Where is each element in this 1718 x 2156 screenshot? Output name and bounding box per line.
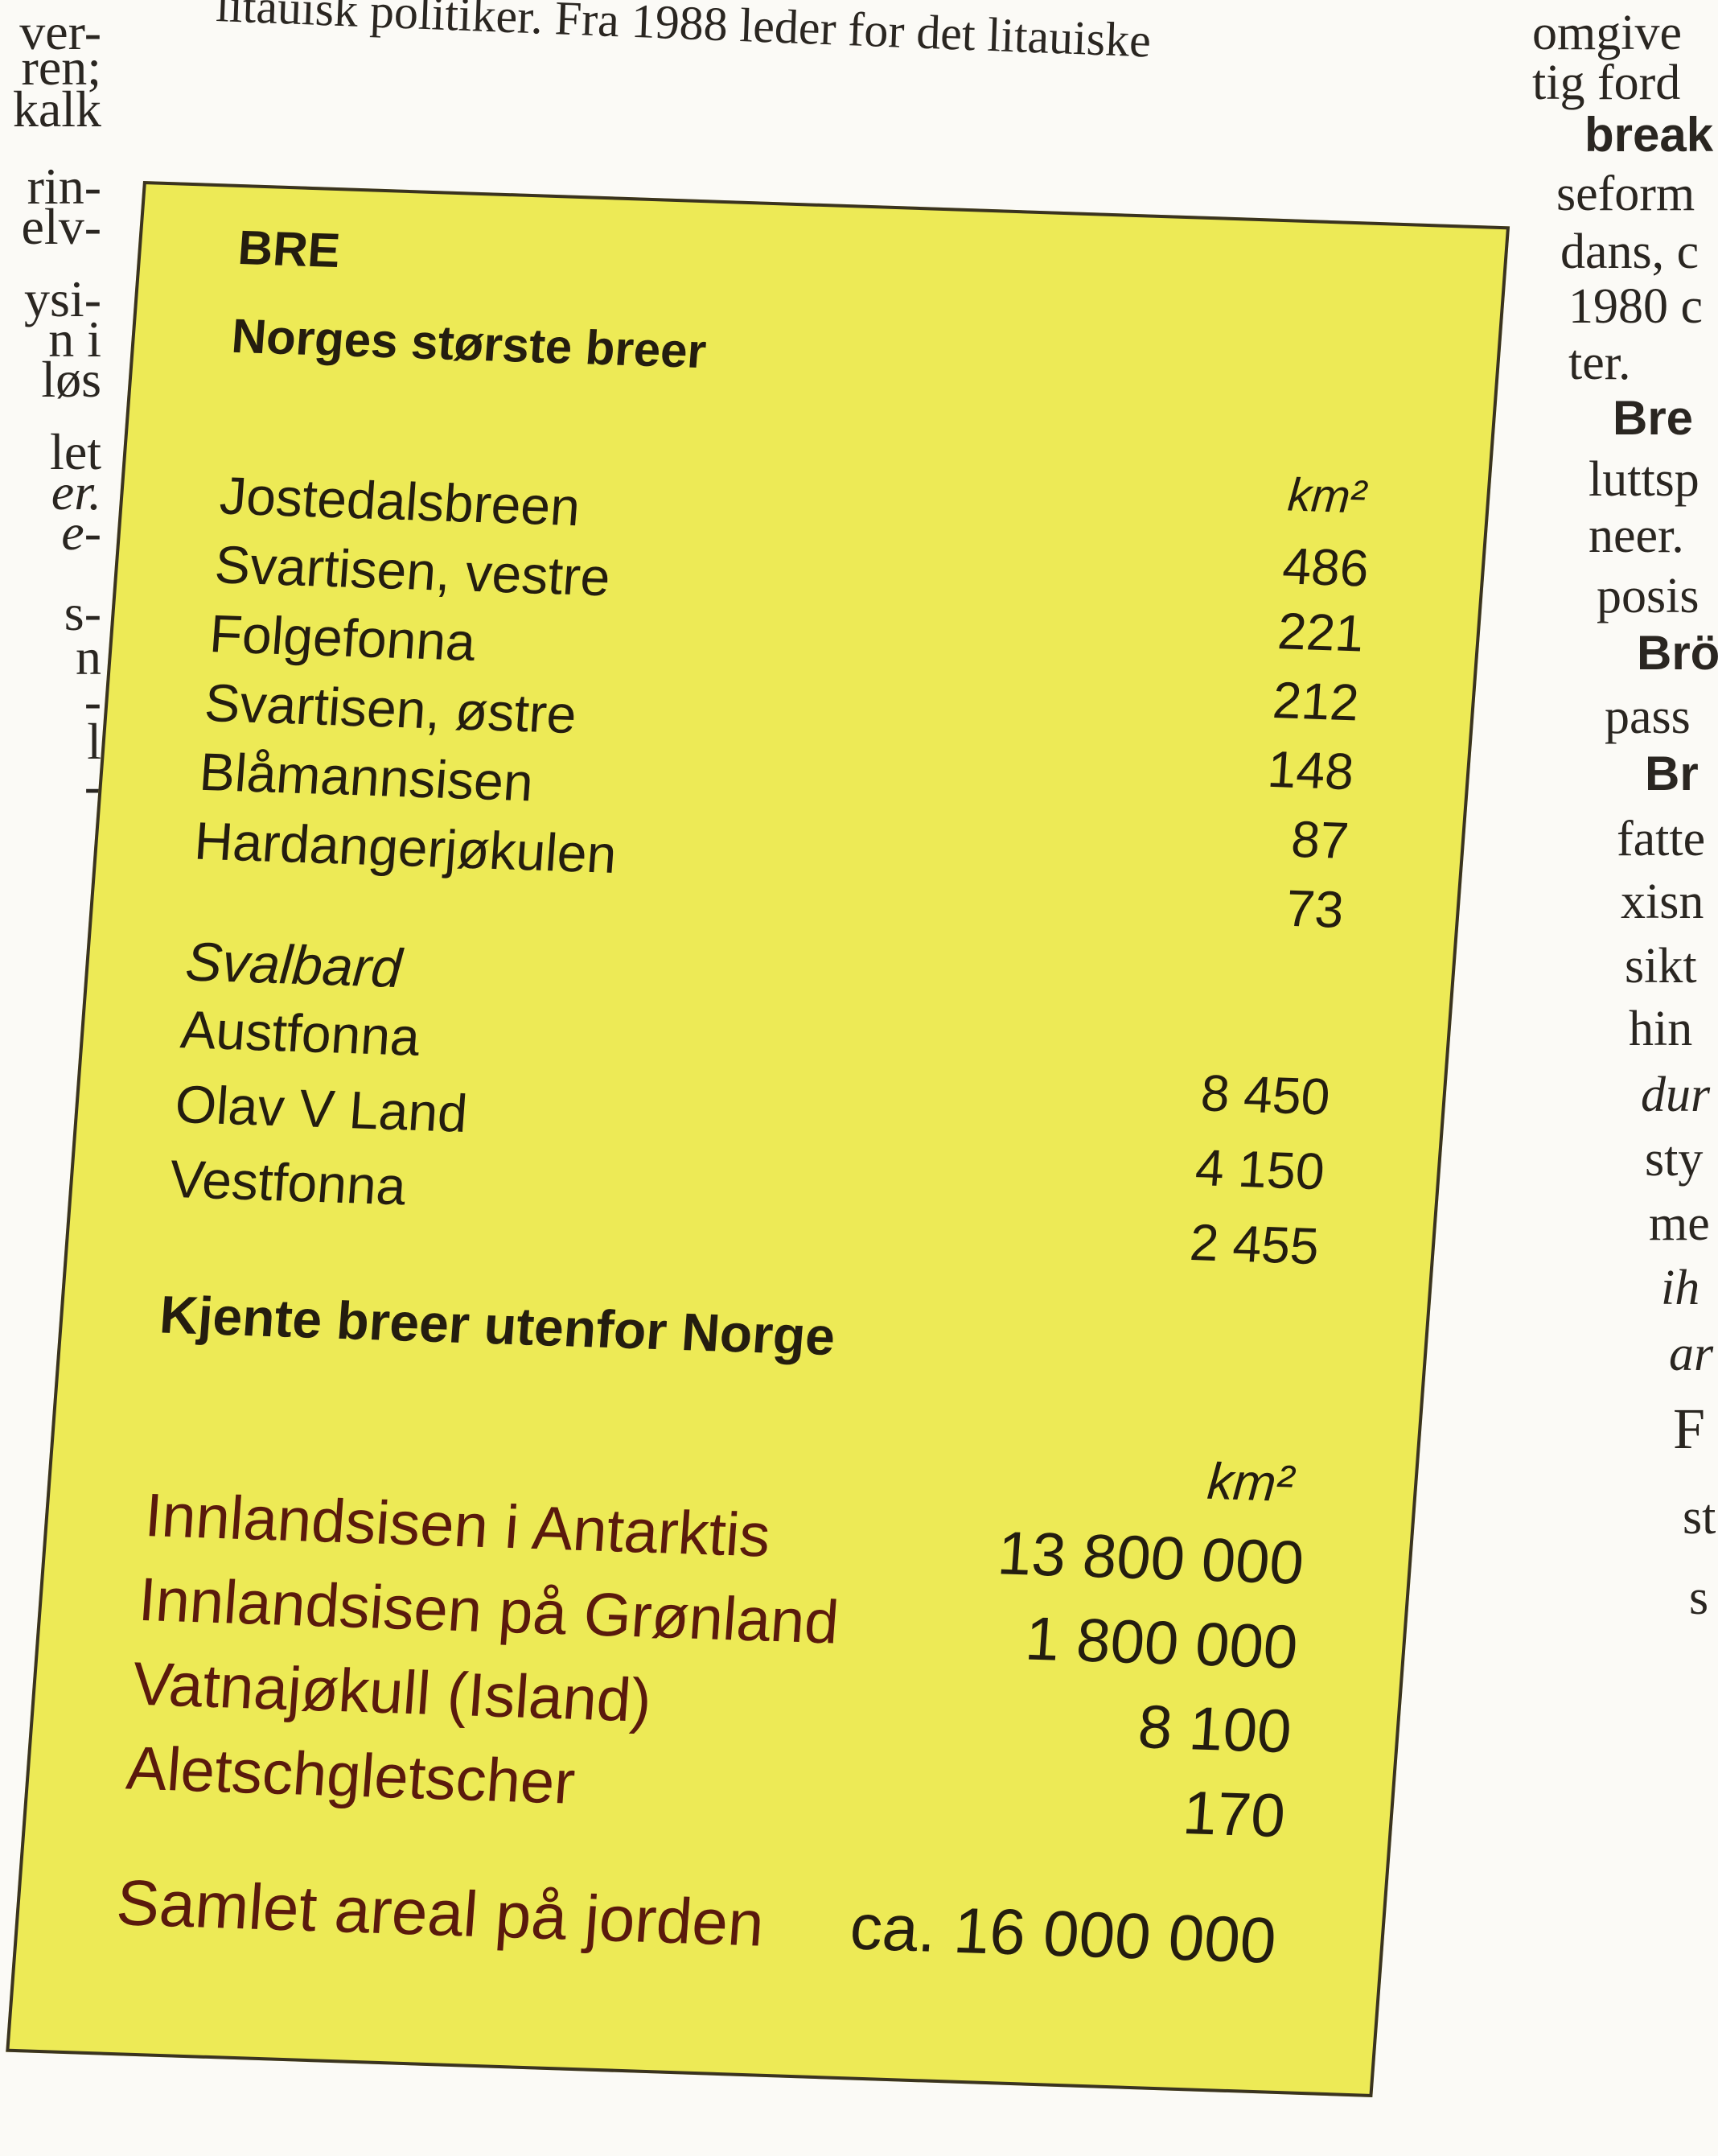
glacier-name: Vestfonna	[167, 1148, 409, 1216]
glacier-name: Folgefonna	[208, 603, 478, 672]
right-fragment: luttsp	[1589, 452, 1700, 507]
glacier-area: 13 800 000	[995, 1519, 1306, 1598]
glacier-area: 8 100	[1136, 1693, 1294, 1767]
right-fragment: me	[1649, 1196, 1710, 1251]
right-fragment: ih	[1661, 1261, 1700, 1315]
left-fragment: løs	[41, 351, 101, 408]
right-fragment: st	[1683, 1490, 1716, 1545]
right-fragment: pass	[1605, 689, 1691, 744]
glacier-name: Innlandsisen i Antarktis	[142, 1481, 773, 1570]
glacier-name: Austfonna	[179, 999, 422, 1067]
glacier-name: Olav V Land	[173, 1074, 470, 1143]
glacier-fact-box: BRE Norges største breer km² Jostedalsbr…	[6, 181, 1510, 2097]
left-fragment: -	[84, 673, 101, 730]
left-fragment: l	[87, 713, 101, 770]
norway-heading: Norges største breer	[229, 308, 709, 379]
glacier-name: Jostedalsbreen	[217, 465, 582, 537]
top-text-line: litauisk politiker. Fra 1988 leder for d…	[215, 0, 1153, 68]
glacier-area: 73	[1284, 878, 1346, 939]
right-fragment: F	[1673, 1397, 1706, 1461]
right-fragment: break	[1584, 108, 1714, 162]
left-fragment: kalk	[12, 80, 101, 138]
glacier-name: Aletschgletscher	[124, 1734, 577, 1817]
glacier-name: Hardangerjøkulen	[192, 810, 619, 884]
glacier-name: Blåmannsisen	[197, 741, 536, 813]
right-fragment: Br	[1645, 747, 1699, 800]
right-fragment: seform	[1556, 167, 1695, 221]
left-fragment: s-	[64, 584, 101, 641]
right-fragment: 1980 c	[1568, 279, 1704, 334]
left-fragment: elv-	[21, 198, 102, 255]
left-fragment: er.	[51, 463, 101, 520]
svalbard-label: Svalbard	[183, 931, 405, 1000]
right-fragment: neer.	[1589, 508, 1684, 563]
left-fragment: n	[76, 628, 101, 685]
right-fragment: ar	[1669, 1327, 1714, 1381]
glacier-area: 2 455	[1187, 1212, 1321, 1276]
total-label: Samlet areal på jorden	[113, 1866, 767, 1960]
total-value: ca. 16 000 000	[848, 1891, 1279, 1977]
right-fragment: ter.	[1568, 335, 1631, 390]
left-fragment: e-	[61, 504, 101, 561]
glacier-name: Svartisen, vestre	[212, 534, 613, 607]
right-fragment: fatte	[1617, 812, 1706, 866]
right-fragment: tig ford	[1532, 56, 1681, 110]
right-fragment: omgive	[1532, 6, 1682, 60]
left-fragment: ver-	[19, 3, 101, 60]
right-fragment: sikt	[1625, 939, 1697, 994]
outside-unit-label: km²	[1205, 1451, 1296, 1513]
glacier-name: Svartisen, østre	[202, 672, 579, 745]
box-title: BRE	[236, 220, 343, 278]
left-fragment: rin-	[27, 158, 101, 215]
left-fragment: ysi-	[24, 270, 101, 327]
right-fragment: sty	[1645, 1132, 1704, 1187]
glacier-name: Vatnajøkull (Island)	[129, 1649, 654, 1735]
outside-heading: Kjente breer utenfor Norge	[158, 1284, 837, 1367]
left-fragment: n i	[48, 311, 101, 368]
left-fragment: ren;	[21, 39, 102, 96]
glacier-area: 1 800 000	[1023, 1604, 1301, 1682]
glacier-area: 170	[1180, 1779, 1288, 1851]
right-fragment: hin	[1629, 1002, 1693, 1056]
right-fragment: dans, c	[1560, 224, 1700, 279]
right-fragment: dur	[1641, 1068, 1711, 1122]
right-fragment: Bre	[1613, 391, 1694, 445]
right-fragment: s	[1689, 1570, 1709, 1625]
total-row: Samlet areal på jorden ca. 16 000 000	[113, 1866, 1279, 1993]
right-fragment: xisn	[1621, 874, 1704, 929]
right-fragment: Brö	[1637, 626, 1718, 680]
right-fragment: posis	[1597, 569, 1700, 623]
left-fragment: let	[50, 423, 101, 480]
